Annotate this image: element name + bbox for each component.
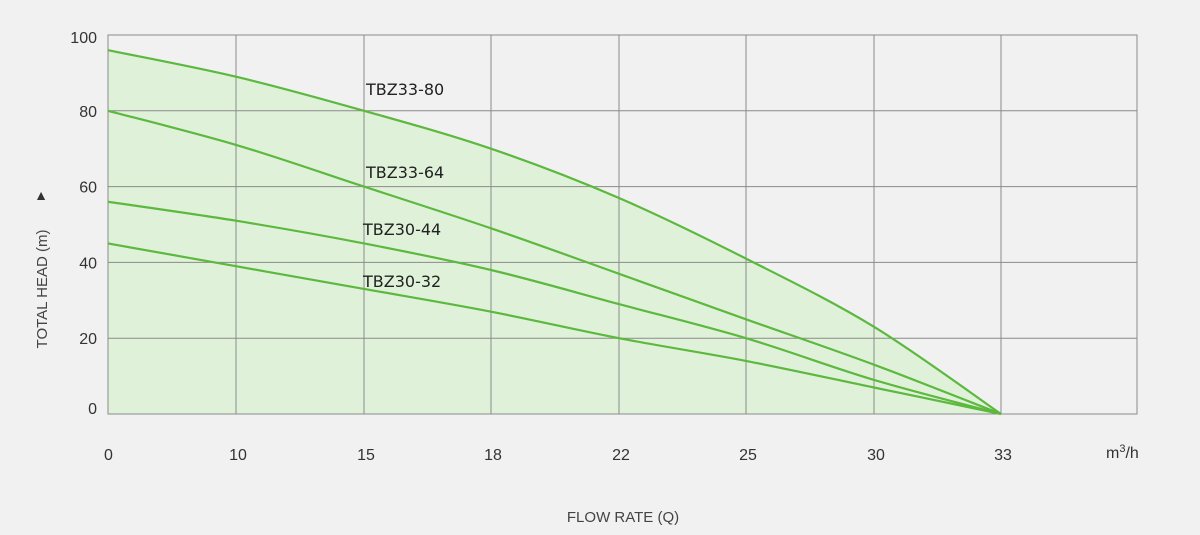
- x-axis-title: FLOW RATE (Q): [567, 509, 679, 526]
- series-line-tbz30-44: [107, 200, 1002, 416]
- series-label: TBZ33-64: [365, 163, 444, 182]
- x-tick-label: 15: [357, 447, 375, 464]
- y-tick-label: 60: [79, 180, 97, 197]
- x-tick-label: 25: [739, 447, 757, 464]
- y-axis-title: TOTAL HEAD (m): [34, 230, 51, 349]
- y-tick-label: 80: [79, 104, 97, 121]
- series-label: TBZ33-80: [365, 80, 444, 99]
- y-axis-arrow-icon: ▲: [34, 187, 48, 203]
- x-tick-label: 18: [484, 447, 502, 464]
- plot-frame: [107, 34, 1138, 415]
- series-line-tbz33-80: [107, 49, 1002, 415]
- x-tick-label: 0: [104, 447, 113, 464]
- x-tick-label: 10: [229, 447, 247, 464]
- series-label: TBZ30-32: [362, 272, 441, 291]
- y-tick-label: 20: [79, 331, 97, 348]
- y-tick-label: 100: [70, 30, 97, 47]
- series-line-tbz33-64: [107, 109, 1002, 416]
- x-tick-label: 33: [994, 447, 1012, 464]
- series-line-tbz30-32: [107, 242, 1002, 416]
- y-tick-label: 0: [88, 401, 97, 418]
- y-tick-label: 40: [79, 255, 97, 272]
- area-fill: [108, 50, 1001, 414]
- x-axis-unit: m3/h: [1106, 443, 1139, 462]
- series-label: TBZ30-44: [362, 220, 441, 239]
- x-tick-label: 30: [867, 447, 885, 464]
- x-tick-label: 22: [612, 447, 630, 464]
